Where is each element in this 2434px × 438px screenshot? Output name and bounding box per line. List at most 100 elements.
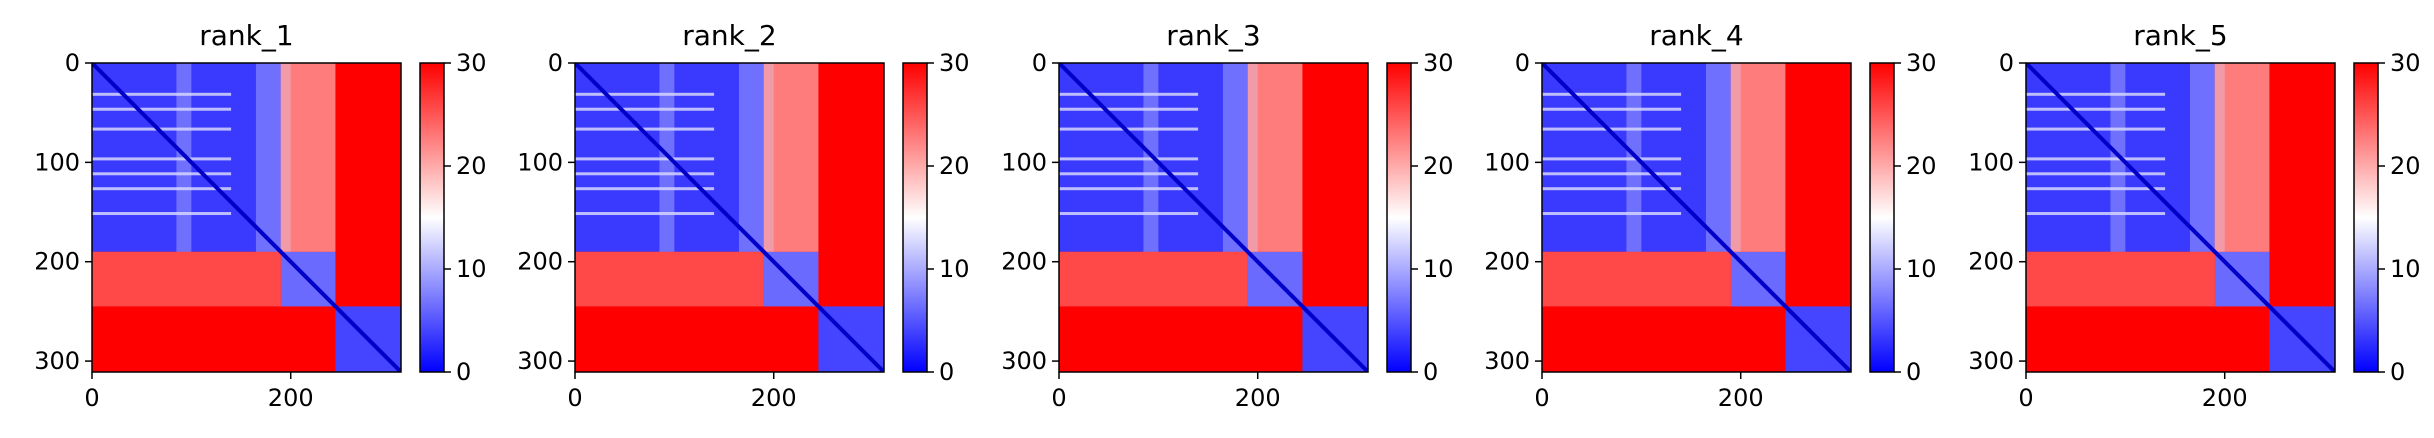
- inter-domain-region: [1542, 251, 1731, 307]
- y-tick-label: 100: [1968, 148, 2014, 176]
- y-tick-label: 100: [517, 148, 563, 176]
- streak: [738, 63, 774, 252]
- y-tick-label: 300: [1968, 347, 2014, 375]
- panel-title: rank_3: [1166, 19, 1260, 52]
- y-tick-label: 200: [1484, 248, 1530, 276]
- y-tick-label: 0: [65, 49, 80, 77]
- axes-frame: [1541, 62, 1852, 373]
- streak: [92, 127, 232, 131]
- x-tick-label: 200: [1718, 384, 1764, 412]
- streak: [2026, 157, 2166, 161]
- streak: [2189, 63, 2225, 252]
- colorbar-tick-label: 30: [1423, 49, 1454, 77]
- y-tick-label: 100: [1001, 148, 1047, 176]
- colorbar-tick-label: 0: [2390, 358, 2405, 386]
- x-tick-label: 200: [268, 384, 314, 412]
- heatmap: [1542, 63, 1851, 372]
- streak: [1059, 212, 1199, 216]
- streak: [92, 157, 232, 161]
- y-tick-label: 300: [517, 347, 563, 375]
- axes-frame: [2025, 62, 2336, 373]
- y-tick-label: 100: [34, 148, 80, 176]
- y-tick-label: 300: [34, 347, 80, 375]
- colorbar-tick-label: 10: [1423, 255, 1454, 283]
- panel-title: rank_1: [199, 19, 293, 52]
- streak: [1542, 157, 1682, 161]
- streak: [1542, 187, 1682, 191]
- heatmap: [2026, 63, 2335, 372]
- colorbar-tick-label: 30: [939, 49, 970, 77]
- streak: [1222, 63, 1258, 252]
- x-tick-label: 0: [84, 384, 99, 412]
- inter-domain-region: [2214, 63, 2270, 252]
- colorbar-tick-label: 0: [1906, 358, 1921, 386]
- diagonal-line: [575, 63, 884, 372]
- streak: [1542, 92, 1682, 96]
- colorbar-tick-label: 20: [456, 152, 487, 180]
- y-tick-label: 200: [34, 248, 80, 276]
- y-tick-label: 100: [1484, 148, 1530, 176]
- colorbar-tick-label: 10: [939, 255, 970, 283]
- x-tick-label: 0: [1051, 384, 1066, 412]
- colorbar: [2353, 62, 2379, 373]
- streak: [1059, 92, 1199, 96]
- colorbar-tick-label: 10: [1906, 255, 1937, 283]
- streak: [255, 63, 291, 252]
- y-tick-label: 200: [1001, 248, 1047, 276]
- streak: [2026, 92, 2166, 96]
- streak: [1542, 212, 1682, 216]
- heatmap: [92, 63, 401, 372]
- panel-title: rank_5: [2133, 19, 2227, 52]
- y-tick-label: 0: [1999, 49, 2014, 77]
- colorbar-tick-label: 20: [1423, 152, 1454, 180]
- streak: [92, 172, 232, 176]
- streak: [1059, 172, 1199, 176]
- inter-domain-region: [1730, 63, 1786, 252]
- y-tick-label: 200: [1968, 248, 2014, 276]
- colorbar-tick-label: 20: [2390, 152, 2421, 180]
- inter-domain-region: [763, 63, 819, 252]
- streak: [2026, 172, 2166, 176]
- inter-domain-region: [1059, 251, 1248, 307]
- colorbar: [902, 62, 928, 373]
- x-tick-label: 200: [751, 384, 797, 412]
- streak: [1705, 63, 1741, 252]
- streak: [1542, 107, 1682, 111]
- colorbar-tick-label: 20: [1906, 152, 1937, 180]
- x-tick-label: 200: [2202, 384, 2248, 412]
- streak: [1542, 172, 1682, 176]
- diagonal-line: [1059, 63, 1368, 372]
- streak: [2026, 187, 2166, 191]
- colorbar: [1869, 62, 1895, 373]
- axes-frame: [1058, 62, 1369, 373]
- panel-title: rank_2: [682, 19, 776, 52]
- colorbar-tick-label: 20: [939, 152, 970, 180]
- inter-domain-region: [280, 63, 336, 252]
- inter-domain-region: [2026, 251, 2215, 307]
- colorbar-tick-label: 10: [2390, 255, 2421, 283]
- x-tick-label: 0: [1534, 384, 1549, 412]
- y-tick-label: 200: [517, 248, 563, 276]
- x-tick-label: 200: [1235, 384, 1281, 412]
- y-tick-label: 300: [1001, 347, 1047, 375]
- y-tick-label: 0: [1515, 49, 1530, 77]
- streak: [2026, 127, 2166, 131]
- streak: [575, 187, 715, 191]
- streak: [575, 172, 715, 176]
- inter-domain-region: [1247, 63, 1303, 252]
- streak: [575, 212, 715, 216]
- heatmap: [575, 63, 884, 372]
- colorbar-tick-label: 0: [1423, 358, 1438, 386]
- streak: [575, 127, 715, 131]
- colorbar: [1386, 62, 1412, 373]
- axes-frame: [91, 62, 402, 373]
- streak: [1059, 107, 1199, 111]
- colorbar-tick-label: 0: [456, 358, 471, 386]
- streak: [575, 107, 715, 111]
